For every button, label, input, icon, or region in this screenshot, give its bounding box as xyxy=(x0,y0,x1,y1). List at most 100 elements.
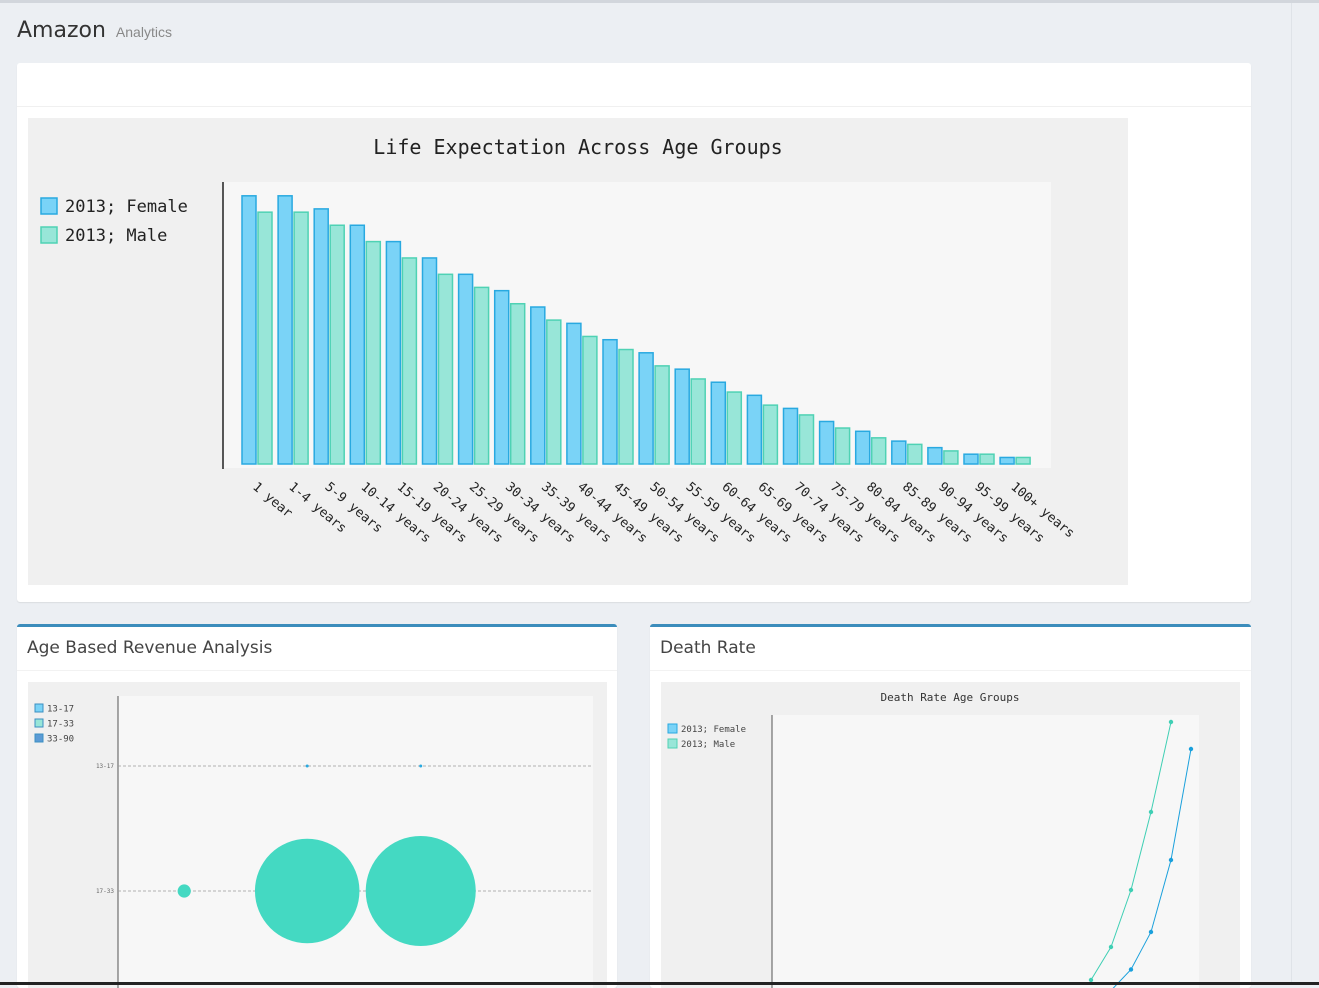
bar-male-2 xyxy=(329,224,345,465)
line-point xyxy=(1168,719,1174,725)
bar-male-9 xyxy=(582,335,598,465)
bar-male-6 xyxy=(473,286,490,465)
bar-female-10 xyxy=(602,338,618,465)
death-rate-chart: Death Rate Age Groups 2013; Female 2013; … xyxy=(661,682,1240,988)
bar-female-19 xyxy=(927,446,943,465)
top-border xyxy=(0,0,1319,3)
death-rate-card: Death Rate Death Rate Age Groups 2013; F… xyxy=(650,624,1251,988)
legend-label: 2013; Male xyxy=(65,226,167,246)
card-header xyxy=(17,63,1251,107)
bar-male-13 xyxy=(726,391,743,465)
legend-label: 33-90 xyxy=(47,735,74,745)
legend-label: 17-33 xyxy=(47,720,74,730)
bar-male-19 xyxy=(943,450,959,465)
legend-swatch xyxy=(40,197,58,215)
bar-male-17 xyxy=(870,437,887,465)
line-point xyxy=(1148,929,1154,935)
legend-swatch xyxy=(667,738,678,749)
page-header: Amazon Analytics xyxy=(17,18,172,48)
scrollbar-track xyxy=(1291,3,1292,985)
legend-swatch xyxy=(34,703,44,713)
legend-swatch xyxy=(34,733,44,743)
revenue-card: Age Based Revenue Analysis 13-17 17-33 33-… xyxy=(17,624,617,988)
legend-label: 2013; Female xyxy=(65,197,188,217)
line-point xyxy=(1128,967,1134,972)
legend-label: 13-17 xyxy=(47,705,74,715)
bar-female-12 xyxy=(674,368,690,465)
line-point xyxy=(1108,944,1114,950)
bottom-border xyxy=(0,982,1319,985)
bar-female-21 xyxy=(999,456,1015,465)
line-point xyxy=(1148,809,1154,815)
chart-title: Death Rate Age Groups xyxy=(880,691,1019,704)
plot-area xyxy=(223,182,1051,468)
legend-swatch xyxy=(667,723,678,734)
bubble-chart-svg: 13-17 17-33 33-90 13-17 17-33 xyxy=(34,696,593,988)
bar-female-17 xyxy=(854,430,871,465)
x-tick-label: 1 year xyxy=(249,480,295,522)
line-point xyxy=(1128,887,1134,893)
bar-female-13 xyxy=(710,381,727,465)
bar-female-16 xyxy=(818,420,835,465)
bar-male-0 xyxy=(257,211,273,465)
y-tick-label: 17-33 xyxy=(96,888,114,895)
bar-male-20 xyxy=(979,453,995,465)
revenue-chart: 13-17 17-33 33-90 13-17 17-33 xyxy=(28,682,607,988)
bubble-2 xyxy=(177,884,191,898)
bar-female-15 xyxy=(782,407,799,465)
legend: 2013; Female 2013; Male xyxy=(40,197,188,246)
line-point xyxy=(1188,746,1194,752)
bar-male-5 xyxy=(437,273,454,465)
bar-female-14 xyxy=(746,394,763,465)
line-point xyxy=(1168,857,1174,863)
bubble-3 xyxy=(254,838,360,944)
bar-male-21 xyxy=(1015,456,1031,465)
life-expectancy-chart: Life Expectation Across Age Groups 2013;… xyxy=(28,118,1128,585)
y-tick-label: 13-17 xyxy=(96,763,114,770)
bar-female-2 xyxy=(313,208,329,465)
bar-female-8 xyxy=(530,306,546,465)
bar-female-20 xyxy=(963,453,979,465)
bar-female-11 xyxy=(638,352,654,465)
bar-male-15 xyxy=(798,414,815,465)
bar-male-12 xyxy=(690,378,706,465)
bar-male-16 xyxy=(834,427,851,465)
legend-label: 2013; Female xyxy=(681,725,746,735)
lines xyxy=(1088,719,1194,988)
plot-area xyxy=(118,696,593,988)
bar-male-8 xyxy=(546,319,562,465)
page-subtitle: Analytics xyxy=(115,24,172,40)
bar-female-6 xyxy=(457,273,474,465)
bubble-0 xyxy=(305,764,309,768)
bar-female-9 xyxy=(566,322,582,465)
legend: 13-17 17-33 33-90 xyxy=(34,703,74,745)
bar-female-3 xyxy=(349,224,366,465)
bar-male-3 xyxy=(365,240,382,465)
bar-male-11 xyxy=(654,365,670,465)
bar-female-5 xyxy=(421,257,438,465)
bar-male-18 xyxy=(907,443,923,465)
legend: 2013; Female 2013; Male xyxy=(667,723,746,750)
bar-male-14 xyxy=(762,404,779,465)
revenue-card-title: Age Based Revenue Analysis xyxy=(17,627,617,671)
legend-label: 2013; Male xyxy=(681,740,735,750)
plot-area xyxy=(772,715,1199,988)
bar-male-1 xyxy=(293,211,309,465)
bar-female-7 xyxy=(493,289,510,465)
death-rate-card-title: Death Rate xyxy=(650,627,1251,671)
page-title: Amazon xyxy=(17,18,106,43)
bar-female-0 xyxy=(241,195,257,465)
bubbles xyxy=(177,764,476,946)
bar-female-4 xyxy=(385,240,402,465)
bubble-4 xyxy=(365,836,476,946)
bar-male-4 xyxy=(401,257,418,465)
line-chart-svg: Death Rate Age Groups 2013; Female2013; … xyxy=(667,691,1199,988)
line-point xyxy=(1088,977,1094,983)
bubble-1 xyxy=(419,764,423,768)
bar-female-1 xyxy=(277,195,293,465)
bar-male-7 xyxy=(509,302,526,465)
life-expectancy-card: Life Expectation Across Age Groups 2013;… xyxy=(17,63,1251,602)
bar-female-18 xyxy=(891,440,907,465)
legend-swatch xyxy=(40,226,58,244)
